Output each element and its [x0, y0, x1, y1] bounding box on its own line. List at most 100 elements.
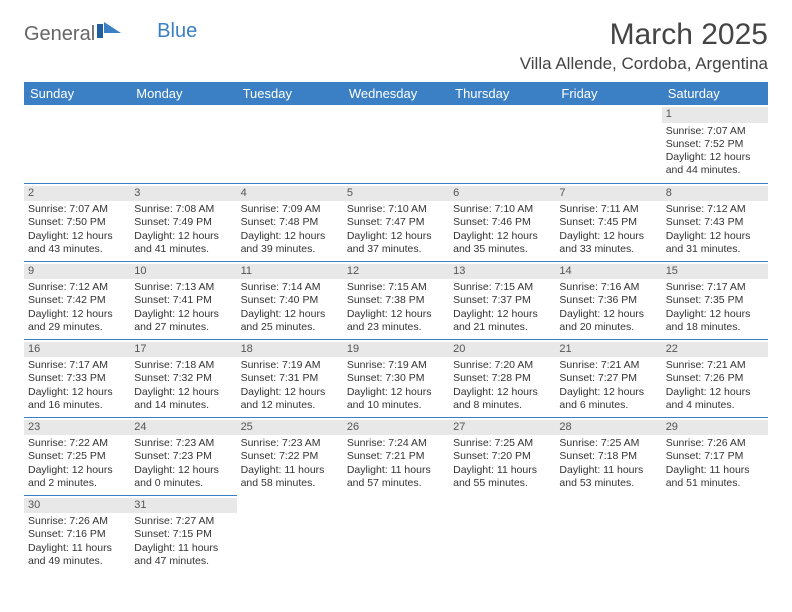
day-number: 27 [449, 420, 555, 436]
sunrise: Sunrise: 7:13 AM [134, 281, 232, 294]
calendar-cell [343, 495, 449, 573]
day-info: Sunrise: 7:20 AMSunset: 7:28 PMDaylight:… [453, 359, 551, 412]
day-info: Sunrise: 7:10 AMSunset: 7:47 PMDaylight:… [347, 203, 445, 256]
day-number: 5 [343, 186, 449, 202]
sunset: Sunset: 7:25 PM [28, 450, 126, 463]
calendar-cell: 8Sunrise: 7:12 AMSunset: 7:43 PMDaylight… [662, 183, 768, 261]
header: General Blue March 2025 Villa Allende, C… [24, 18, 768, 74]
calendar-cell: 12Sunrise: 7:15 AMSunset: 7:38 PMDayligh… [343, 261, 449, 339]
daylight: Daylight: 12 hours and 43 minutes. [28, 230, 126, 256]
day-number: 15 [662, 264, 768, 280]
day-number: 8 [662, 186, 768, 202]
sunset: Sunset: 7:18 PM [559, 450, 657, 463]
calendar-cell: 21Sunrise: 7:21 AMSunset: 7:27 PMDayligh… [555, 339, 661, 417]
calendar-cell: 5Sunrise: 7:10 AMSunset: 7:47 PMDaylight… [343, 183, 449, 261]
calendar-cell: 7Sunrise: 7:11 AMSunset: 7:45 PMDaylight… [555, 183, 661, 261]
daylight: Daylight: 12 hours and 12 minutes. [241, 386, 339, 412]
day-number: 12 [343, 264, 449, 280]
calendar-cell: 22Sunrise: 7:21 AMSunset: 7:26 PMDayligh… [662, 339, 768, 417]
day-info: Sunrise: 7:17 AMSunset: 7:35 PMDaylight:… [666, 281, 764, 334]
day-number: 21 [555, 342, 661, 358]
daylight: Daylight: 11 hours and 58 minutes. [241, 464, 339, 490]
day-info: Sunrise: 7:21 AMSunset: 7:27 PMDaylight:… [559, 359, 657, 412]
calendar-cell: 19Sunrise: 7:19 AMSunset: 7:30 PMDayligh… [343, 339, 449, 417]
sunset: Sunset: 7:20 PM [453, 450, 551, 463]
calendar-cell: 1 Sunrise: 7:07 AMSunset: 7:52 PMDaylight… [662, 105, 768, 183]
sunset: Sunset: 7:47 PM [347, 216, 445, 229]
calendar-cell [449, 495, 555, 573]
weekday-header: Friday [555, 82, 661, 105]
daylight: Daylight: 12 hours and 29 minutes. [28, 308, 126, 334]
calendar-cell: 6Sunrise: 7:10 AMSunset: 7:46 PMDaylight… [449, 183, 555, 261]
day-info: Sunrise: 7:07 AMSunset: 7:52 PMDaylight:… [666, 125, 764, 178]
day-number: 1 [662, 107, 768, 123]
day-info: Sunrise: 7:25 AMSunset: 7:20 PMDaylight:… [453, 437, 551, 490]
calendar-cell: 17Sunrise: 7:18 AMSunset: 7:32 PMDayligh… [130, 339, 236, 417]
sunset: Sunset: 7:26 PM [666, 372, 764, 385]
sunset: Sunset: 7:50 PM [28, 216, 126, 229]
daylight: Daylight: 12 hours and 20 minutes. [559, 308, 657, 334]
daylight: Daylight: 12 hours and 27 minutes. [134, 308, 232, 334]
sunrise: Sunrise: 7:25 AM [559, 437, 657, 450]
calendar-cell [24, 105, 130, 183]
daylight: Daylight: 12 hours and 10 minutes. [347, 386, 445, 412]
daylight: Daylight: 11 hours and 47 minutes. [134, 542, 232, 568]
sunset: Sunset: 7:46 PM [453, 216, 551, 229]
daylight: Daylight: 11 hours and 53 minutes. [559, 464, 657, 490]
calendar-cell: 11Sunrise: 7:14 AMSunset: 7:40 PMDayligh… [237, 261, 343, 339]
sunrise: Sunrise: 7:15 AM [347, 281, 445, 294]
calendar-cell: 15Sunrise: 7:17 AMSunset: 7:35 PMDayligh… [662, 261, 768, 339]
day-info: Sunrise: 7:21 AMSunset: 7:26 PMDaylight:… [666, 359, 764, 412]
day-info: Sunrise: 7:19 AMSunset: 7:30 PMDaylight:… [347, 359, 445, 412]
calendar-cell: 28Sunrise: 7:25 AMSunset: 7:18 PMDayligh… [555, 417, 661, 495]
calendar-cell: 31Sunrise: 7:27 AMSunset: 7:15 PMDayligh… [130, 495, 236, 573]
daylight: Daylight: 12 hours and 16 minutes. [28, 386, 126, 412]
daylight: Daylight: 12 hours and 14 minutes. [134, 386, 232, 412]
sunset: Sunset: 7:37 PM [453, 294, 551, 307]
day-info: Sunrise: 7:25 AMSunset: 7:18 PMDaylight:… [559, 437, 657, 490]
calendar-cell: 30Sunrise: 7:26 AMSunset: 7:16 PMDayligh… [24, 495, 130, 573]
day-info: Sunrise: 7:24 AMSunset: 7:21 PMDaylight:… [347, 437, 445, 490]
day-info: Sunrise: 7:13 AMSunset: 7:41 PMDaylight:… [134, 281, 232, 334]
day-number: 20 [449, 342, 555, 358]
sunset: Sunset: 7:32 PM [134, 372, 232, 385]
sunset: Sunset: 7:21 PM [347, 450, 445, 463]
daylight: Daylight: 12 hours and 0 minutes. [134, 464, 232, 490]
sunrise: Sunrise: 7:18 AM [134, 359, 232, 372]
day-number: 4 [237, 186, 343, 202]
calendar-week: 9Sunrise: 7:12 AMSunset: 7:42 PMDaylight… [24, 261, 768, 339]
calendar-cell [343, 105, 449, 183]
logo: General Blue [24, 22, 197, 46]
day-info: Sunrise: 7:19 AMSunset: 7:31 PMDaylight:… [241, 359, 339, 412]
day-number: 3 [130, 186, 236, 202]
day-info: Sunrise: 7:10 AMSunset: 7:46 PMDaylight:… [453, 203, 551, 256]
sunset: Sunset: 7:15 PM [134, 528, 232, 541]
calendar-cell: 29Sunrise: 7:26 AMSunset: 7:17 PMDayligh… [662, 417, 768, 495]
sunset: Sunset: 7:48 PM [241, 216, 339, 229]
sunset: Sunset: 7:28 PM [453, 372, 551, 385]
sunset: Sunset: 7:52 PM [666, 138, 764, 151]
day-number: 26 [343, 420, 449, 436]
sunrise: Sunrise: 7:16 AM [559, 281, 657, 294]
daylight: Daylight: 12 hours and 31 minutes. [666, 230, 764, 256]
calendar-cell: 18Sunrise: 7:19 AMSunset: 7:31 PMDayligh… [237, 339, 343, 417]
calendar-cell: 27Sunrise: 7:25 AMSunset: 7:20 PMDayligh… [449, 417, 555, 495]
daylight: Daylight: 12 hours and 41 minutes. [134, 230, 232, 256]
calendar-cell: 14Sunrise: 7:16 AMSunset: 7:36 PMDayligh… [555, 261, 661, 339]
weekday-header: Monday [130, 82, 236, 105]
day-info: Sunrise: 7:17 AMSunset: 7:33 PMDaylight:… [28, 359, 126, 412]
sunrise: Sunrise: 7:19 AM [347, 359, 445, 372]
day-number: 9 [24, 264, 130, 280]
day-number: 28 [555, 420, 661, 436]
calendar-cell: 24Sunrise: 7:23 AMSunset: 7:23 PMDayligh… [130, 417, 236, 495]
day-number: 25 [237, 420, 343, 436]
sunrise: Sunrise: 7:17 AM [28, 359, 126, 372]
logo-text-2: Blue [157, 20, 197, 43]
sunrise: Sunrise: 7:15 AM [453, 281, 551, 294]
sunrise: Sunrise: 7:07 AM [666, 125, 764, 138]
sunrise: Sunrise: 7:09 AM [241, 203, 339, 216]
sunrise: Sunrise: 7:14 AM [241, 281, 339, 294]
day-number: 24 [130, 420, 236, 436]
calendar-cell: 25Sunrise: 7:23 AMSunset: 7:22 PMDayligh… [237, 417, 343, 495]
day-number: 10 [130, 264, 236, 280]
